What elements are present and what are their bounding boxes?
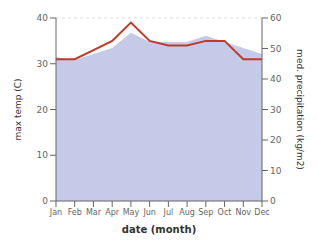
svg-text:Nov: Nov (235, 208, 251, 217)
svg-text:Dec: Dec (254, 208, 269, 217)
svg-text:40: 40 (270, 74, 282, 84)
svg-text:Mar: Mar (86, 208, 102, 217)
svg-text:Jan: Jan (49, 208, 62, 217)
svg-text:10: 10 (270, 166, 282, 176)
svg-text:60: 60 (270, 13, 282, 23)
svg-text:Oct: Oct (218, 208, 232, 217)
svg-text:0: 0 (42, 196, 48, 206)
svg-text:Jul: Jul (163, 208, 174, 217)
svg-text:10: 10 (37, 150, 49, 160)
svg-text:Feb: Feb (68, 208, 82, 217)
svg-text:Aug: Aug (179, 208, 195, 217)
svg-text:30: 30 (37, 59, 49, 69)
svg-text:date (month): date (month) (122, 224, 196, 235)
svg-text:May: May (123, 208, 140, 217)
svg-text:Sep: Sep (198, 208, 213, 217)
svg-text:30: 30 (270, 105, 282, 115)
svg-text:20: 20 (270, 135, 282, 145)
svg-text:Apr: Apr (105, 208, 120, 217)
svg-text:50: 50 (270, 44, 282, 54)
svg-text:40: 40 (37, 13, 49, 23)
svg-text:0: 0 (270, 196, 276, 206)
svg-text:20: 20 (37, 105, 49, 115)
svg-text:max temp (C): max temp (C) (13, 78, 23, 140)
svg-text:med. precipitation (kg/m2): med. precipitation (kg/m2) (295, 49, 305, 170)
svg-text:Jun: Jun (142, 208, 156, 217)
